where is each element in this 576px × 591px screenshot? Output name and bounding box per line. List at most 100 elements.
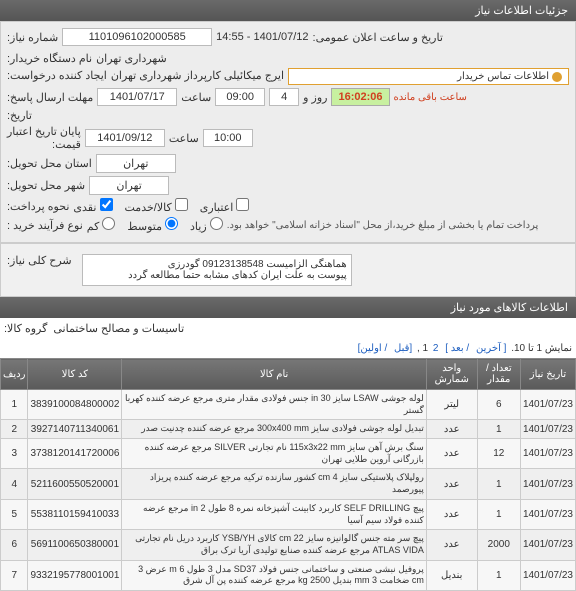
cell-name: تبدیل لوله جوشی فولادی سایز 300x400 mm م… (122, 420, 426, 439)
requester-value: شهرداری تهران (96, 52, 167, 65)
announce-value: 1401/07/12 - 14:55 (216, 31, 308, 43)
requester-label: نام دستگاه خریدار: (7, 52, 92, 65)
desc-line1: هماهنگی الزامیست 09123138548 گودرزی (87, 259, 347, 270)
cell-unit: عدد (426, 469, 477, 499)
deadline-reply-label: مهلت ارسال پاسخ: (7, 91, 93, 104)
cell-date: 1401/07/23 (520, 530, 575, 560)
creator-label: ایجاد کننده درخواست: (7, 69, 107, 82)
pay-goods-option[interactable]: کالا/خدمت (125, 198, 188, 214)
pager-p2[interactable]: 2 (433, 343, 439, 354)
cell-unit: عدد (426, 439, 477, 469)
table-row[interactable]: 1401/07/232000عددپیچ سر مته جنس گالوانیز… (1, 530, 576, 560)
creator-value: ایرج میکائیلی کارپرداز شهرداری تهران (111, 69, 284, 82)
table-header: تاریخ نیاز (520, 359, 575, 390)
cell-name: لوله جوشی LSAW سایز 30 in جنس فولادی مقد… (122, 390, 426, 420)
time2-value: 10:00 (203, 129, 253, 147)
pager-prev[interactable]: [قبل (394, 343, 412, 354)
table-row[interactable]: 1401/07/231عددرولپلاک پلاستیکی سایز 4 cm… (1, 469, 576, 499)
cell-date: 1401/07/23 (520, 469, 575, 499)
cell-date: 1401/07/23 (520, 390, 575, 420)
cell-qty: 2000 (477, 530, 520, 560)
cell-index: 5 (1, 499, 28, 529)
cell-unit: عدد (426, 420, 477, 439)
cell-qty: 1 (477, 499, 520, 529)
table-header: نام کالا (122, 359, 426, 390)
cell-index: 3 (1, 439, 28, 469)
proc-mid-option[interactable]: متوسط (127, 217, 178, 233)
pay-credit-option[interactable]: اعتباری (200, 198, 250, 214)
pager-last[interactable]: [ آخرین (476, 343, 506, 354)
cell-index: 7 (1, 560, 28, 590)
goods-table: تاریخ نیازتعداد / مقدارواحد شمارشنام کال… (0, 358, 576, 591)
cell-index: 1 (1, 390, 28, 420)
cell-qty: 1 (477, 420, 520, 439)
cell-name: سنگ برش آهن سایز 115x3x22 mm نام تجارتی … (122, 439, 426, 469)
validity-label: پایان تاریخ اعتبار (7, 125, 81, 138)
time1-value: 09:00 (215, 88, 265, 106)
cell-unit: عدد (426, 530, 477, 560)
table-header: ردیف (1, 359, 28, 390)
countdown-timer: 16:02:06 (331, 88, 389, 106)
cell-unit: لیتر (426, 390, 477, 420)
table-row[interactable]: 1401/07/236لیترلوله جوشی LSAW سایز 30 in… (1, 390, 576, 420)
pager-text: نمایش 1 تا 10. (511, 343, 572, 354)
day-label: روز و (303, 91, 327, 104)
proc-high-option[interactable]: زیاد (190, 217, 223, 233)
pay-cash-checkbox[interactable] (100, 198, 113, 211)
province-label: استان محل تحویل: (7, 157, 92, 170)
pager-next[interactable]: / بعد ] (445, 343, 469, 354)
delivery-type-label: نوع فرآیند خرید : (7, 219, 83, 232)
cell-qty: 6 (477, 390, 520, 420)
cell-name: پیچ SELF DRILLING کاربرد کابینت آشپزخانه… (122, 499, 426, 529)
info-icon (552, 72, 562, 82)
pager-p1: 1 , (417, 343, 428, 354)
pay-credit-checkbox[interactable] (236, 198, 249, 211)
table-header: تعداد / مقدار (477, 359, 520, 390)
time1-label: ساعت (181, 91, 211, 104)
city-label: شهر محل تحویل: (7, 179, 85, 192)
cell-date: 1401/07/23 (520, 499, 575, 529)
cell-index: 6 (1, 530, 28, 560)
proc-low-option[interactable]: کم (87, 217, 116, 233)
cell-name: پیچ سر مته جنس گالوانیزه سایز 22 cm کالا… (122, 530, 426, 560)
history-label: تاریخ: (7, 109, 32, 122)
province-value: تهران (96, 154, 176, 173)
cell-date: 1401/07/23 (520, 420, 575, 439)
table-body: 1401/07/236لیترلوله جوشی LSAW سایز 30 in… (1, 390, 576, 591)
info-panel: تاریخ و ساعت اعلان عمومی: 1401/07/12 - 1… (0, 21, 576, 243)
city-value: تهران (89, 176, 169, 195)
desc-box: هماهنگی الزامیست 09123138548 گودرزی پیوس… (82, 254, 352, 286)
cell-date: 1401/07/23 (520, 560, 575, 590)
cell-qty: 12 (477, 439, 520, 469)
cell-code: 5211600550520001 (28, 469, 122, 499)
cell-unit: بندیل (426, 560, 477, 590)
pager-first[interactable]: / اولین] (358, 343, 388, 354)
desc-line2: پیوست به علت ایران کدهای مشابه حتما مطال… (87, 270, 347, 281)
table-row[interactable]: 1401/07/231عددتبدیل لوله جوشی فولادی سای… (1, 420, 576, 439)
cell-qty: 1 (477, 469, 520, 499)
days-value: 4 (269, 88, 299, 106)
payment-note: پرداخت تمام یا بخشی از مبلغ خرید،از محل … (227, 220, 539, 231)
group-value: تاسیسات و مصالح ساختمانی (53, 322, 184, 335)
payment-label: نحوه پرداخت: (7, 200, 69, 213)
proc-mid-radio[interactable] (165, 217, 178, 230)
pay-goods-checkbox[interactable] (175, 198, 188, 211)
validity-sub: قیمت: (7, 138, 81, 151)
table-header: واحد شمارش (426, 359, 477, 390)
group-label: گروه کالا: (4, 322, 47, 335)
desc-label: شرح کلی نیاز: (7, 250, 72, 267)
table-row[interactable]: 1401/07/231بندیلپروفیل نبشی صنعتی و ساخت… (1, 560, 576, 590)
cell-name: رولپلاک پلاستیکی سایز 4 cm کشور سازنده ت… (122, 469, 426, 499)
time2-label: ساعت (169, 132, 199, 145)
pay-cash-option[interactable]: نقدی (73, 198, 112, 214)
table-row[interactable]: 1401/07/2312عددسنگ برش آهن سایز 115x3x22… (1, 439, 576, 469)
cell-index: 2 (1, 420, 28, 439)
table-row[interactable]: 1401/07/231عددپیچ SELF DRILLING کاربرد ک… (1, 499, 576, 529)
contact-buyer-button[interactable]: اطلاعات تماس خریدار (288, 68, 569, 85)
goods-panel: ا یـــران تاسیسات و مصالح ساختمانی گروه … (0, 318, 576, 591)
proc-high-radio[interactable] (210, 217, 223, 230)
cell-qty: 1 (477, 560, 520, 590)
proc-low-radio[interactable] (102, 217, 115, 230)
cell-code: 5691100650380001 (28, 530, 122, 560)
date1-value: 1401/07/17 (97, 88, 177, 106)
